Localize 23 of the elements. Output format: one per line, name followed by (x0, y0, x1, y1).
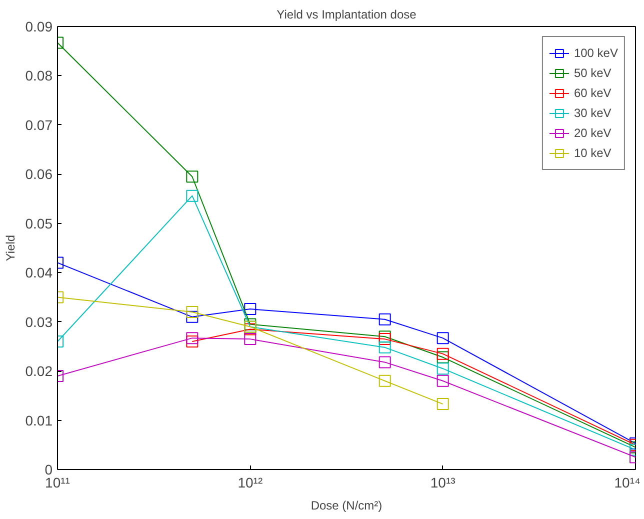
x-tick-label: 10¹⁴ (614, 474, 640, 490)
y-tick-label: 0.07 (25, 116, 53, 133)
chart-title: Yield vs Implantation dose (276, 8, 417, 22)
x-tick-label: 10¹² (238, 474, 263, 490)
y-tick-label: 0.09 (25, 18, 53, 34)
x-axis-title: Dose (N/cm²) (310, 498, 382, 512)
y-tick-label: 0.08 (25, 68, 53, 84)
x-tick-label: 10¹³ (430, 474, 456, 490)
legend-label: 60 keV (574, 86, 612, 100)
y-tick-label: 0 (44, 462, 53, 478)
legend-label: 20 keV (574, 126, 612, 140)
y-tick-label: 0.02 (25, 363, 53, 380)
legend-label: 10 keV (574, 146, 612, 160)
legend-label: 50 keV (574, 66, 612, 80)
y-axis-title: Yield (3, 234, 18, 262)
y-tick-label: 0.03 (25, 314, 53, 330)
y-tick-label: 0.04 (25, 264, 53, 281)
legend-label: 100 keV (574, 46, 618, 60)
x-tick-label: 10¹¹ (45, 474, 70, 490)
y-tick-label: 0.05 (25, 215, 53, 232)
y-tick-label: 0.01 (25, 412, 53, 428)
y-tick-label: 0.06 (25, 166, 53, 182)
legend-label: 30 keV (574, 106, 612, 120)
